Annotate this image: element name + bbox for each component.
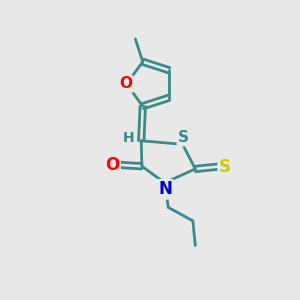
Text: N: N	[158, 180, 172, 198]
Text: H: H	[123, 131, 134, 146]
Text: S: S	[219, 158, 231, 175]
Text: S: S	[178, 130, 189, 145]
Text: O: O	[119, 76, 133, 92]
Text: O: O	[105, 156, 120, 174]
